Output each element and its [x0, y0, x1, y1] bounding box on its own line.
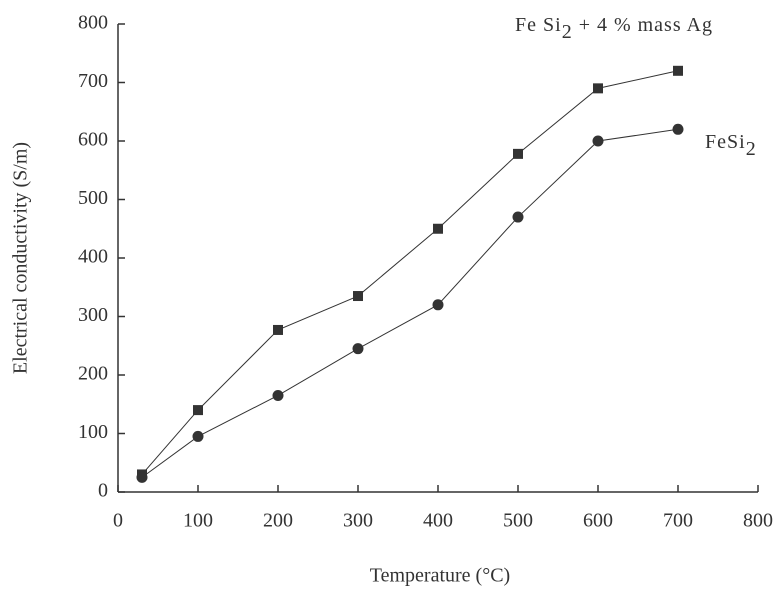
x-tick-label: 500 [503, 510, 533, 532]
marker [273, 324, 283, 335]
x-tick-label: 100 [183, 510, 213, 532]
marker [433, 223, 443, 234]
label-part: + 4 % mass Ag [573, 14, 713, 36]
y-tick-label: 700 [78, 70, 108, 92]
x-tick-label: 600 [583, 510, 613, 532]
series-line [141, 70, 679, 475]
marker [593, 83, 603, 94]
marker [512, 211, 524, 223]
y-tick-label: 600 [78, 129, 108, 151]
label-part: Fe Si [515, 14, 562, 36]
marker [672, 123, 684, 135]
x-tick-label: 0 [113, 510, 123, 532]
x-axis-label: Temperature (°C) [370, 565, 510, 587]
marker [272, 389, 284, 401]
marker [673, 65, 683, 76]
y-tick-label: 200 [78, 363, 108, 385]
y-tick-label: 100 [78, 421, 108, 443]
marker [513, 148, 523, 159]
label-part: 2 [562, 21, 573, 43]
x-tick-label: 300 [343, 510, 373, 532]
x-tick-label: 200 [263, 510, 293, 532]
y-tick-label: 0 [98, 480, 108, 502]
series-label: FeSi2 [705, 131, 757, 160]
marker [353, 291, 363, 302]
marker [432, 299, 444, 311]
marker [136, 471, 148, 483]
label-part: FeSi [705, 131, 746, 153]
marker [352, 343, 364, 355]
marker [193, 405, 203, 416]
x-tick-label: 800 [743, 510, 773, 532]
marker [592, 135, 604, 147]
label-part: 2 [746, 138, 757, 160]
y-tick-label: 300 [78, 304, 108, 326]
series-line [141, 128, 679, 478]
x-tick-label: 700 [663, 510, 693, 532]
marker [192, 430, 204, 442]
y-tick-label: 800 [78, 12, 108, 34]
y-tick-label: 500 [78, 187, 108, 209]
y-axis-label: Electrical conductivity (S/m) [10, 142, 32, 374]
x-tick-label: 400 [423, 510, 453, 532]
y-tick-label: 400 [78, 246, 108, 268]
series-label: Fe Si2 + 4 % mass Ag [515, 14, 713, 43]
